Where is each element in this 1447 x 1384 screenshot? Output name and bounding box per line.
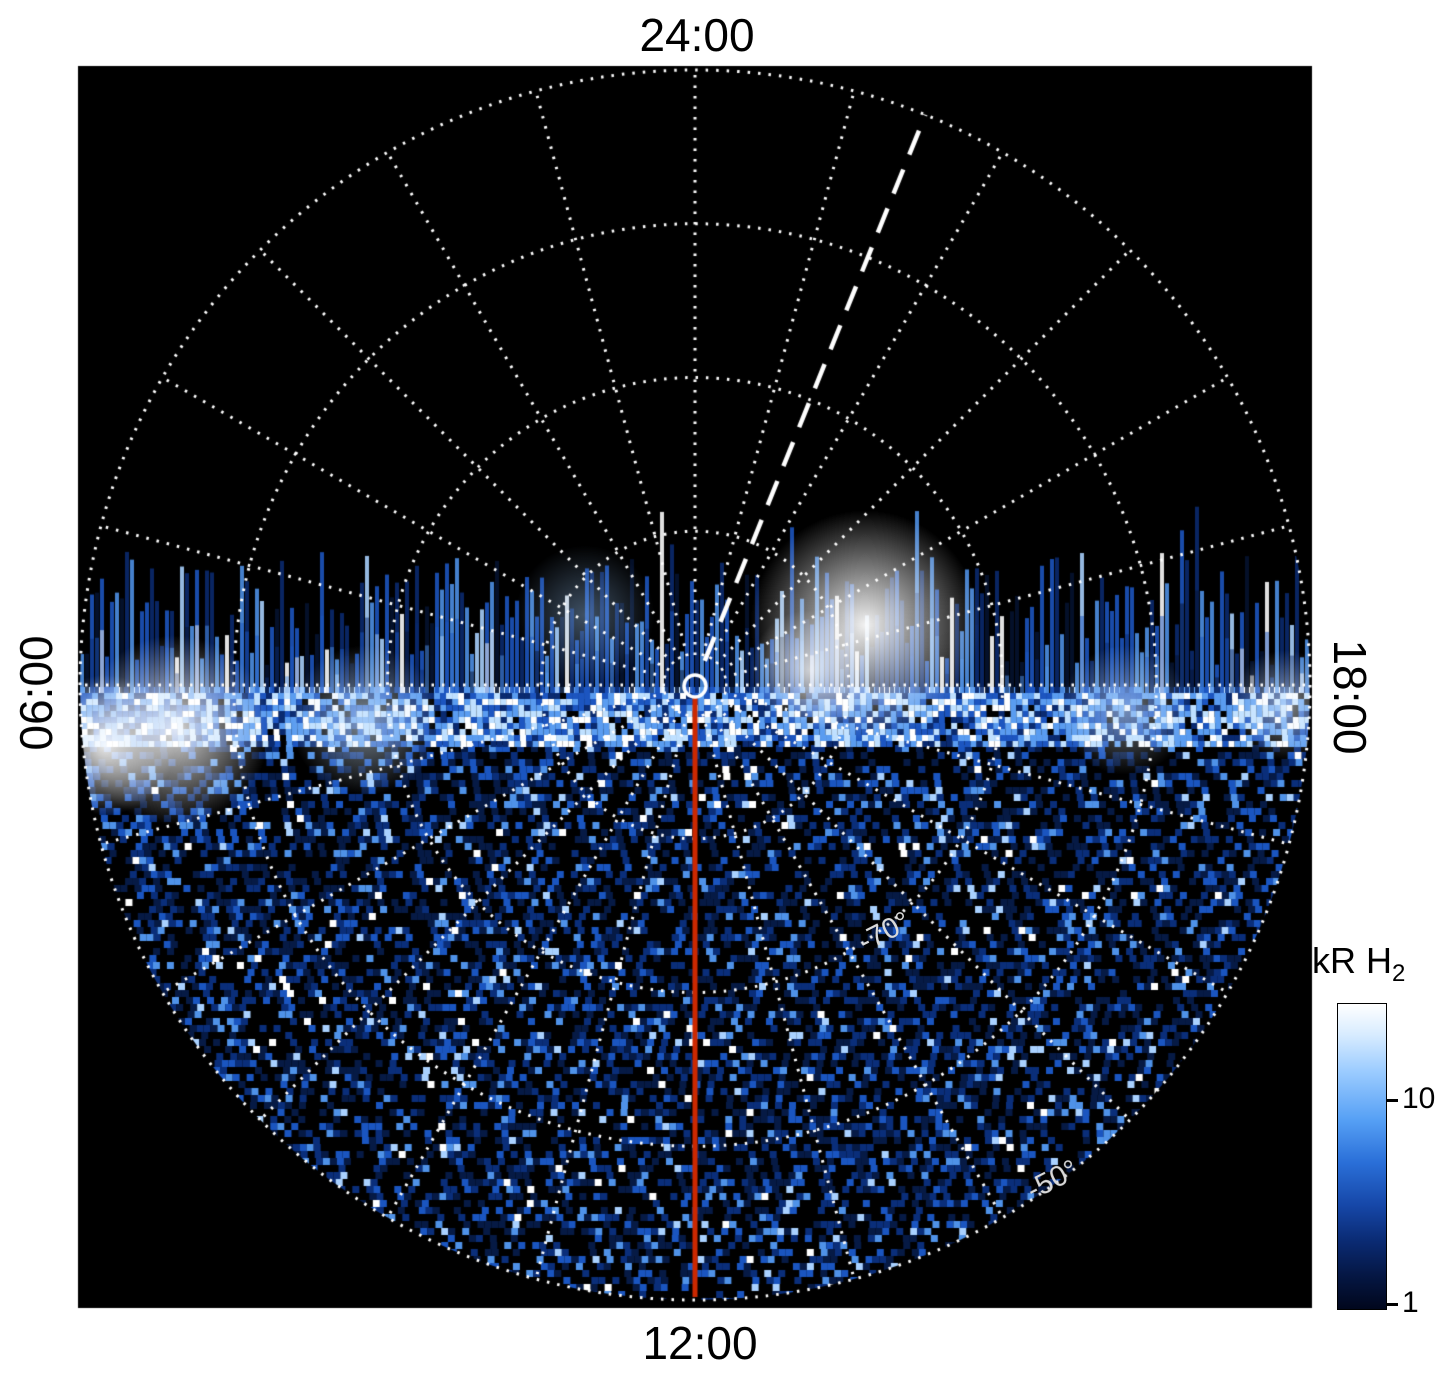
colorbar-tick-label-1: 1 bbox=[1402, 1286, 1419, 1319]
local-time-label-1200: 12:00 bbox=[642, 1317, 758, 1369]
colorbar-tick-10 bbox=[1386, 1099, 1398, 1102]
colorbar-tick-label-10: 10 bbox=[1402, 1082, 1436, 1115]
colorbar-title: kR H2 bbox=[1312, 940, 1405, 988]
colorbar-title-text: kR H bbox=[1312, 940, 1392, 981]
colorbar-gradient bbox=[1337, 1003, 1387, 1310]
local-time-label-0600: 06:00 bbox=[10, 635, 62, 751]
local-time-label-2400: 24:00 bbox=[639, 9, 755, 61]
colorbar-title-subscript: 2 bbox=[1392, 960, 1406, 988]
local-time-label-1800: 18:00 bbox=[1324, 639, 1376, 755]
colorbar-tick-1 bbox=[1386, 1303, 1398, 1306]
